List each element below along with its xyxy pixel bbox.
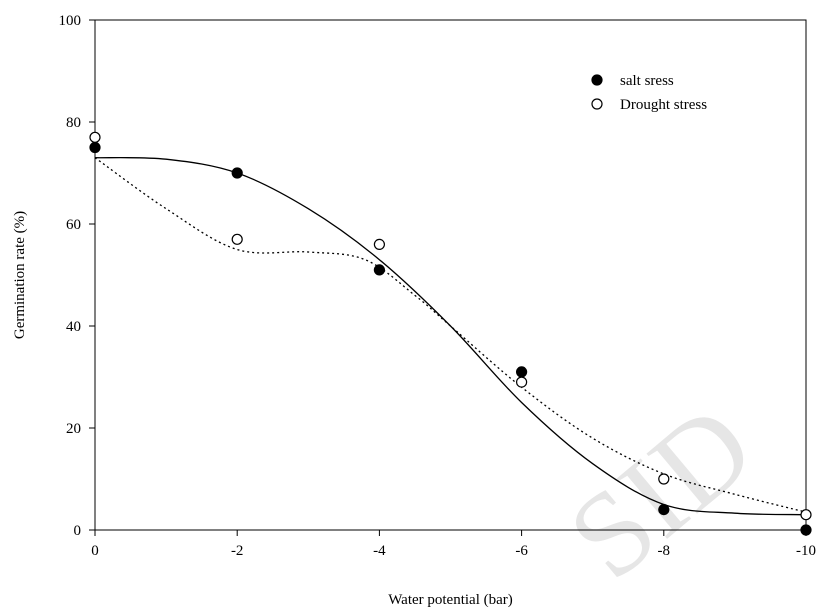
data-point-series-2: [658, 473, 670, 485]
y-tick-label: 40: [66, 319, 81, 335]
x-axis-label: Water potential (bar): [388, 592, 513, 608]
fit-curve-series-1: [94, 156, 807, 516]
x-tick-label: -4: [373, 543, 386, 559]
legend-marker: [591, 74, 603, 86]
legend-marker: [591, 98, 603, 110]
axis-ticks: 0 -2 -4 -6 -8 -10 0 20 40 60 80 100: [59, 13, 817, 559]
x-tick-label: -10: [796, 543, 816, 559]
data-point-series-1: [658, 504, 670, 516]
x-tick-label: -8: [658, 543, 671, 559]
data-point-series-1: [89, 141, 101, 154]
data-point-series-2: [373, 238, 385, 250]
y-tick-label: 80: [66, 115, 81, 131]
x-tick-label: -2: [231, 543, 244, 559]
data-point-series-1: [373, 264, 385, 276]
y-tick-label: 60: [66, 217, 81, 233]
legend: salt sress Drought stress: [591, 73, 707, 113]
data-point-series-2: [89, 131, 101, 143]
y-tick-label: 0: [74, 523, 82, 539]
x-tick-label: -6: [515, 543, 528, 559]
data-point-series-2: [800, 509, 812, 521]
fit-curves: [94, 156, 807, 516]
data-point-series-2: [515, 376, 528, 388]
watermark: SID: [544, 378, 778, 604]
data-point-series-1: [231, 167, 243, 179]
y-tick-label: 20: [66, 421, 81, 437]
legend-label: salt sress: [620, 73, 674, 89]
data-points: [89, 131, 812, 536]
x-tick-label: 0: [91, 543, 99, 559]
y-axis-label: Germination rate (%): [12, 211, 28, 339]
legend-label: Drought stress: [620, 97, 707, 113]
data-point-series-2: [231, 233, 243, 245]
data-point-series-1: [515, 366, 528, 378]
data-point-series-1: [800, 524, 812, 536]
plot-frame: [94, 19, 807, 531]
y-tick-label: 100: [59, 13, 82, 29]
